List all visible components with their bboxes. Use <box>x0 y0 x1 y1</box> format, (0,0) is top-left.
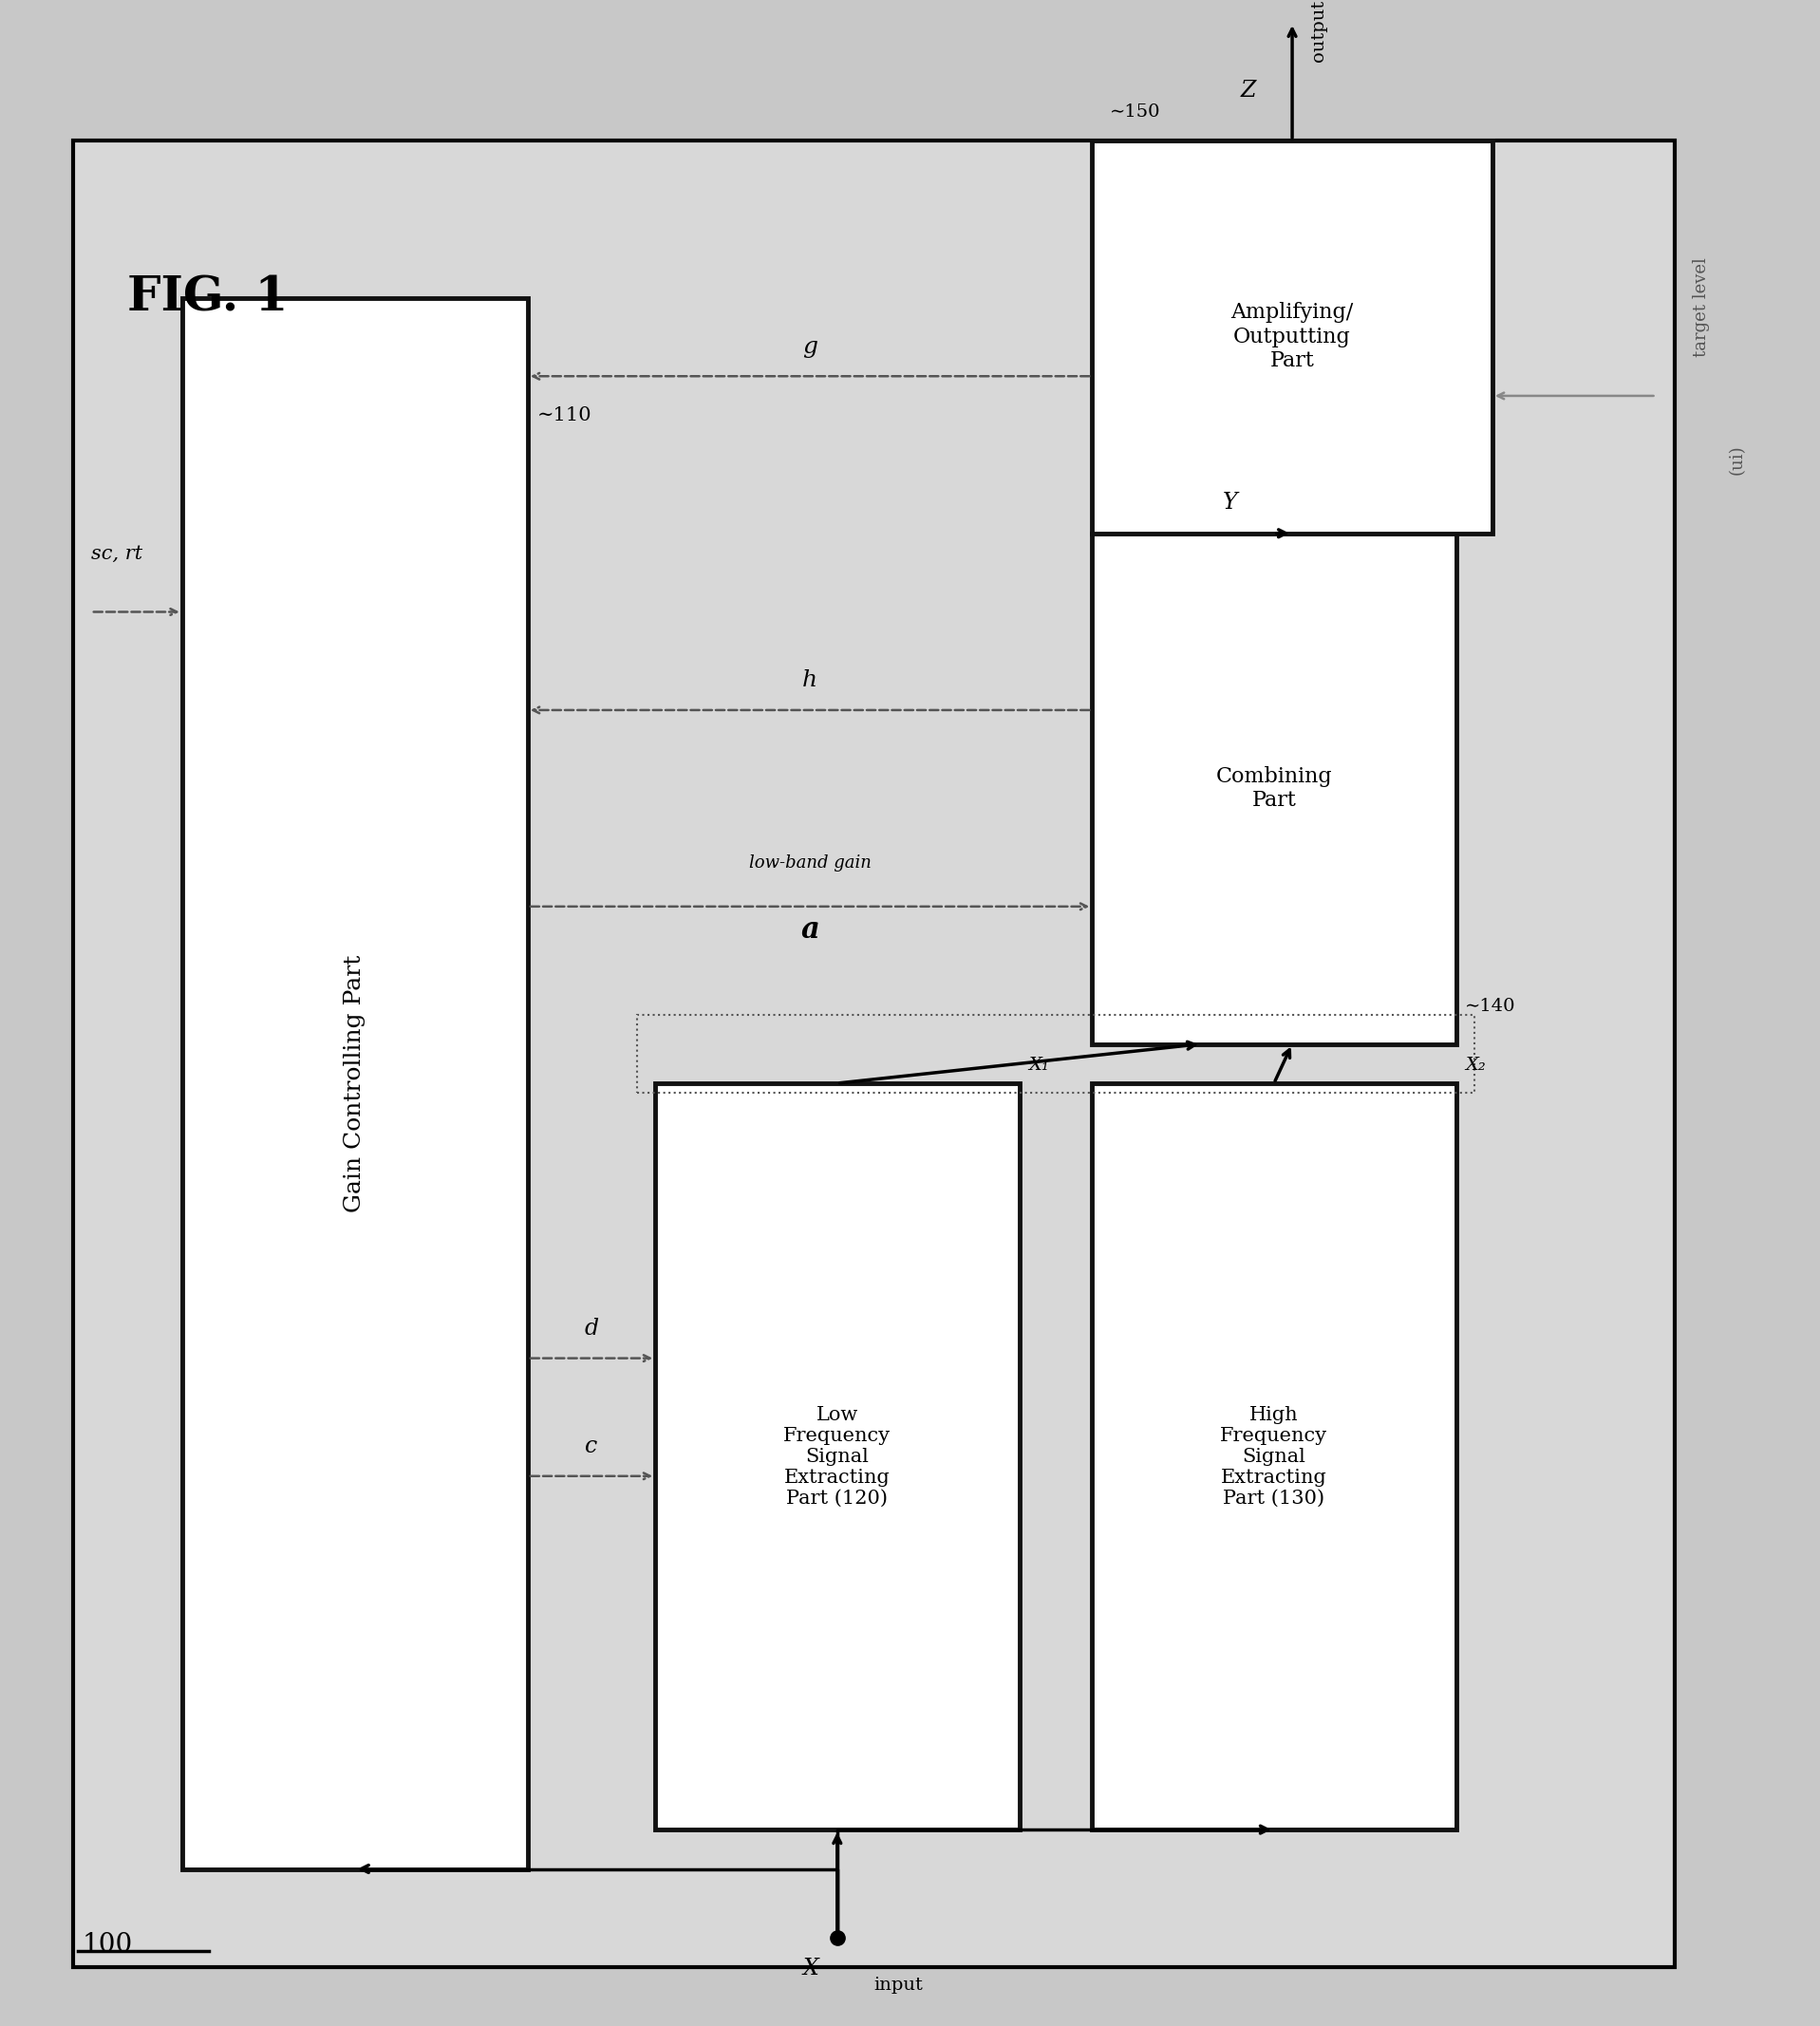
Text: d: d <box>584 1317 599 1339</box>
Text: c: c <box>586 1436 597 1457</box>
Text: X: X <box>803 1957 819 1979</box>
Text: target level: target level <box>1693 257 1709 357</box>
Bar <box>637 1015 1474 1094</box>
Text: g: g <box>803 336 817 359</box>
Bar <box>1092 1084 1456 1829</box>
Text: h: h <box>803 671 817 691</box>
Text: X₂: X₂ <box>1465 1056 1485 1074</box>
Text: Gain Controlling Part: Gain Controlling Part <box>344 954 366 1212</box>
Text: Y: Y <box>1223 492 1238 515</box>
Text: (ui): (ui) <box>1729 444 1745 474</box>
Text: Combining
Part: Combining Part <box>1216 766 1332 810</box>
Text: ∼150: ∼150 <box>1110 103 1161 122</box>
Text: sc, rt: sc, rt <box>91 545 142 563</box>
Text: Z: Z <box>1239 79 1256 101</box>
Text: input: input <box>874 1977 923 1994</box>
Text: ∼110: ∼110 <box>537 407 592 425</box>
Text: low-band gain: low-band gain <box>748 855 872 871</box>
Text: Low
Frequency
Signal
Extracting
Part (120): Low Frequency Signal Extracting Part (12… <box>783 1406 892 1507</box>
Text: a: a <box>801 916 819 944</box>
Text: X₁: X₁ <box>1028 1056 1048 1074</box>
Text: FIG. 1: FIG. 1 <box>127 274 288 320</box>
Bar <box>1092 533 1456 1043</box>
Text: 100: 100 <box>82 1931 133 1957</box>
Text: output: output <box>1310 0 1327 63</box>
Text: High
Frequency
Signal
Extracting
Part (130): High Frequency Signal Extracting Part (1… <box>1219 1406 1329 1507</box>
Bar <box>1092 140 1492 533</box>
Bar <box>73 140 1674 1967</box>
Text: Amplifying/
Outputting
Part: Amplifying/ Outputting Part <box>1230 302 1354 371</box>
Bar <box>182 298 528 1868</box>
Bar <box>655 1084 1019 1829</box>
Text: ∼140: ∼140 <box>1465 997 1516 1015</box>
